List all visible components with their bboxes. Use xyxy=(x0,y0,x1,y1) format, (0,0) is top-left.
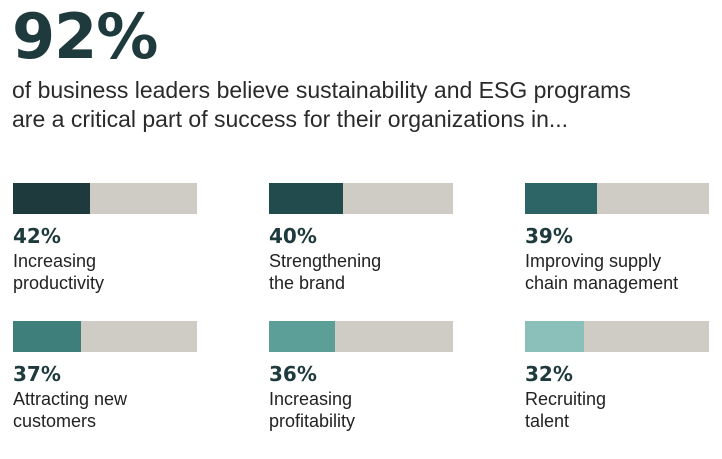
category-label: Strengthening the brand xyxy=(269,251,382,293)
bar-fill xyxy=(13,321,82,352)
category-label: Increasing productivity xyxy=(13,251,105,293)
stat-item: 40% Strengthening the brand xyxy=(269,183,453,321)
bar-track xyxy=(525,183,709,214)
bar-grid: 42% Increasing productivity 40% Strength… xyxy=(13,183,709,443)
headline-percentage: 92% xyxy=(12,0,158,73)
bar-fill xyxy=(525,321,584,352)
value-label: 32% xyxy=(525,362,573,386)
bar-track xyxy=(525,321,709,352)
bar-fill xyxy=(13,183,91,214)
bar-fill xyxy=(269,321,336,352)
value-label: 37% xyxy=(13,362,61,386)
stat-item: 32% Recruiting talent xyxy=(525,321,709,459)
value-label: 39% xyxy=(525,224,573,248)
bar-fill xyxy=(269,183,343,214)
headline-text: of business leaders believe sustainabili… xyxy=(12,77,631,132)
category-label: Increasing profitability xyxy=(269,389,356,431)
bar-track xyxy=(13,321,197,352)
value-label: 40% xyxy=(269,224,317,248)
bar-track xyxy=(269,183,453,214)
stat-item: 36% Increasing profitability xyxy=(269,321,453,459)
stat-item: 39% Improving supply chain management xyxy=(525,183,709,321)
bar-fill xyxy=(525,183,597,214)
value-label: 36% xyxy=(269,362,317,386)
category-label: Attracting new customers xyxy=(13,389,128,431)
bar-track xyxy=(269,321,453,352)
value-label: 42% xyxy=(13,224,61,248)
category-label: Recruiting talent xyxy=(525,389,607,431)
headline: 92% of business leaders believe sustaina… xyxy=(12,4,712,134)
bar-track xyxy=(13,183,197,214)
category-label: Improving supply chain management xyxy=(525,251,679,293)
stat-item: 42% Increasing productivity xyxy=(13,183,197,321)
stat-item: 37% Attracting new customers xyxy=(13,321,197,459)
